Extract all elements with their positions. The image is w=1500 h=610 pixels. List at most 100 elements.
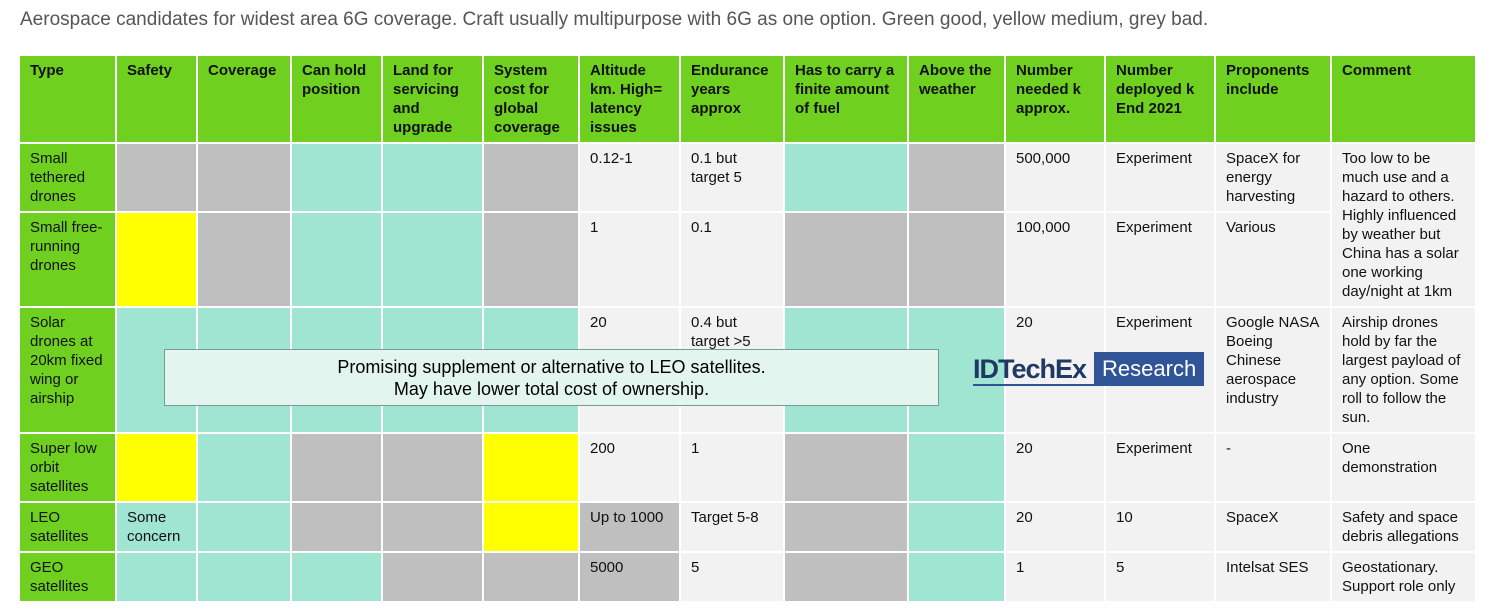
altitude-cell: 5000 [578,551,681,603]
deployed-cell: Experiment [1104,141,1216,214]
row: Small free-running drones 1 0.1 100,000 … [18,211,1476,308]
logo-tag: Research [1094,352,1205,386]
comment-cell: Geostationary. Support role only [1330,551,1477,603]
rating-cell [907,141,1006,214]
deployed-cell: Experiment [1104,211,1216,308]
rating-cell [482,141,580,214]
rating-cell [381,432,484,503]
endurance-cell: 5 [679,551,785,603]
rating-cell [381,551,484,603]
comment-cell: Too low to be much use and a hazard to o… [1330,142,1477,308]
header-cell: Above the weather [907,54,1006,144]
altitude-cell: 1 [578,211,681,308]
needed-cell: 20 [1004,432,1106,503]
needed-cell: 500,000 [1004,141,1106,214]
proponents-cell: Google NASA Boeing Chinese aerospace ind… [1214,306,1332,434]
rating-cell [381,211,484,308]
needed-cell: 20 [1004,501,1106,553]
header-cell: Comment [1330,54,1477,144]
rating-cell [907,501,1006,553]
rating-cell [115,141,198,214]
rating-cell [783,141,909,214]
rating-cell [482,432,580,503]
needed-cell: 1 [1004,551,1106,603]
type-cell: LEO satellites [18,501,117,553]
row: Small tethered drones 0.12-1 0.1 but tar… [18,141,1477,308]
comparison-table: Type Safety Coverage Can hold position L… [18,54,1477,603]
header-cell: Type [18,54,117,144]
header-cell: Can hold position [290,54,383,144]
rating-cell [290,501,383,553]
altitude-cell: 200 [578,432,681,503]
header-cell: Endurance years approx [679,54,785,144]
type-cell: Super low orbit satellites [18,432,117,503]
rating-cell [381,501,484,553]
proponents-cell: Various [1214,211,1332,308]
deployed-cell: Experiment [1104,432,1216,503]
rating-cell [290,551,383,603]
endurance-cell: 0.1 [679,211,785,308]
rating-cell [783,211,909,308]
logo-brand: IDTechEx [973,352,1095,386]
rating-cell [783,551,909,603]
rating-cell [115,551,198,603]
rating-cell [196,501,292,553]
proponents-cell: SpaceX [1214,501,1332,553]
header-cell: Number deployed k End 2021 [1104,54,1216,144]
header-cell: Safety [115,54,198,144]
callout: Promising supplement or alternative to L… [164,349,939,406]
header-row: Type Safety Coverage Can hold position L… [18,54,1477,144]
rating-cell [482,551,580,603]
header-cell: Land for servicing and upgrade [381,54,484,144]
comment-cell: One demonstration [1330,432,1477,503]
row: Super low orbit satellites 200 1 20 Expe… [18,432,1477,503]
needed-cell: 20 [1004,306,1106,434]
row: GEO satellites 5000 5 1 5 Intelsat SES G… [18,551,1477,603]
endurance-cell: Target 5-8 [679,501,785,553]
type-cell: GEO satellites [18,551,117,603]
rating-cell [290,211,383,308]
type-cell: Small free-running drones [18,211,117,308]
header-cell: Proponents include [1214,54,1332,144]
deployed-cell: 10 [1104,501,1216,553]
rating-cell [907,211,1006,308]
proponents-cell: Intelsat SES [1214,551,1332,603]
rating-cell [482,501,580,553]
needed-cell: 100,000 [1004,211,1106,308]
rating-cell [115,211,198,308]
type-cell: Small tethered drones [18,141,117,214]
header-cell: System cost for global coverage [482,54,580,144]
rating-cell [196,432,292,503]
comment-cell: Safety and space debris allegations [1330,501,1477,553]
title: Aerospace candidates for widest area 6G … [20,9,1209,30]
safety-cell: Some concern [115,501,198,553]
proponents-cell: - [1214,432,1332,503]
comment-cell: Airship drones hold by far the largest p… [1330,306,1477,434]
rating-cell [482,211,580,308]
rating-cell [196,141,292,214]
logo: IDTechEx Research [973,352,1205,386]
deployed-cell: 5 [1104,551,1216,603]
header-cell: Altitude km. High= latency issues [578,54,681,144]
proponents-cell: SpaceX for energy harvesting [1214,141,1332,214]
altitude-cell: 0.12-1 [578,141,681,214]
callout-line: Promising supplement or alternative to L… [337,357,766,377]
type-cell: Solar drones at 20km fixed wing or airsh… [18,306,117,434]
header-cell: Number needed k approx. [1004,54,1106,144]
rating-cell [381,141,484,214]
rating-cell [196,551,292,603]
rating-cell [783,501,909,553]
rating-cell [290,141,383,214]
altitude-cell: Up to 1000 [578,501,681,553]
callout-line: May have lower total cost of ownership. [393,379,710,399]
endurance-cell: 1 [679,432,785,503]
row: LEO satellites Some concern Up to 1000 T… [18,501,1477,553]
rating-cell [907,551,1006,603]
rating-cell [783,432,909,503]
endurance-cell: 0.1 but target 5 [679,141,785,214]
rating-cell [907,432,1006,503]
header-cell: Coverage [196,54,292,144]
rating-cell [115,432,198,503]
rating-cell [290,432,383,503]
